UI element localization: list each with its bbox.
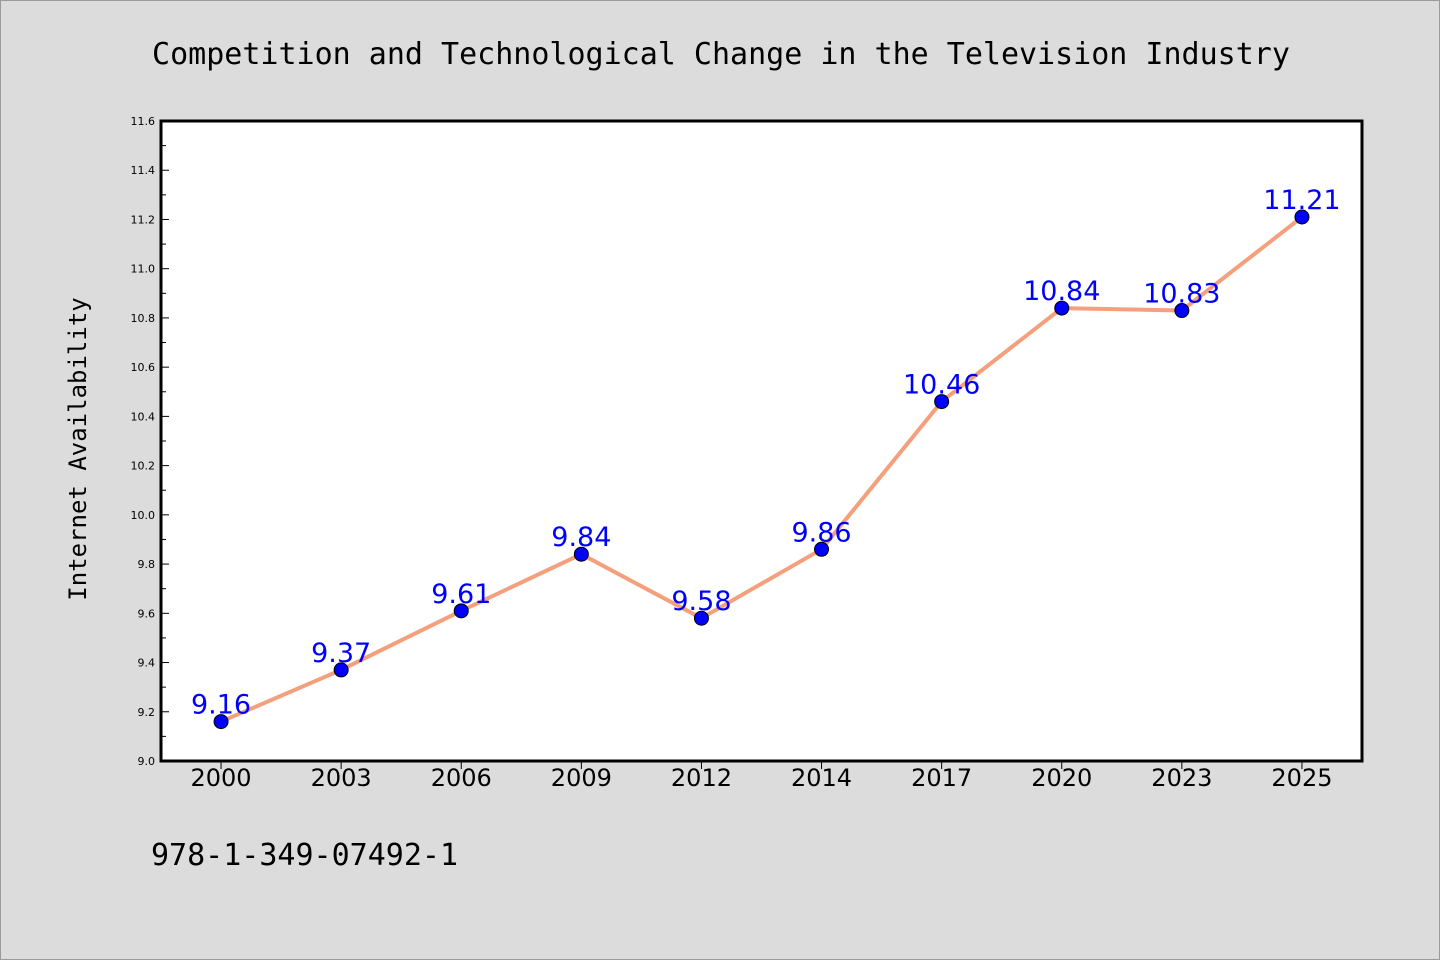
- data-label: 10.46: [903, 370, 980, 401]
- y-tick-label: 10.0: [131, 509, 156, 522]
- y-tick-label: 11.6: [131, 115, 156, 128]
- x-tick-label: 2012: [671, 764, 732, 792]
- data-label: 9.37: [311, 638, 371, 669]
- y-tick-label: 10.8: [131, 312, 156, 325]
- x-tick-label: 2020: [1031, 764, 1092, 792]
- x-tick-label: 2025: [1271, 764, 1332, 792]
- data-markers: [213, 209, 1310, 730]
- x-tick-label: 2000: [191, 764, 252, 792]
- data-label: 9.16: [191, 690, 251, 721]
- data-point: [693, 610, 709, 626]
- plot-area: [161, 121, 1362, 761]
- data-point: [213, 714, 229, 730]
- y-axis-label: Internet Availability: [64, 297, 92, 600]
- y-tick-label: 10.6: [131, 361, 156, 374]
- y-tick-label: 9.0: [138, 755, 156, 768]
- x-tick-label: 2017: [911, 764, 972, 792]
- data-point: [1174, 303, 1190, 319]
- data-point: [573, 546, 589, 562]
- x-axis-ticks: 2000 2003 2006 2009 2012 2014 2017 2020 2023 2025: [191, 761, 1332, 792]
- y-tick-label: 9.6: [138, 607, 156, 620]
- y-tick-label: 10.4: [131, 410, 156, 423]
- footer-isbn: 978-1-349-07492-1: [151, 838, 458, 873]
- y-tick-label: 10.2: [131, 460, 156, 473]
- y-axis-ticks: 9.0 9.2 9.4 9.6 9.8 10.0 10.2 10.4 10.6 10.8 11.0 1…: [131, 115, 169, 768]
- data-label: 9.61: [431, 579, 491, 610]
- data-labels: 9.16 9.37 9.61 9.84 9.58 9.86 10.46 10.84 10.83 1…: [191, 185, 1341, 721]
- x-tick-label: 2003: [311, 764, 372, 792]
- y-tick-label: 9.2: [138, 706, 156, 719]
- data-point: [1294, 209, 1310, 225]
- y-tick-label: 11.0: [131, 263, 156, 276]
- x-tick-label: 2023: [1151, 764, 1212, 792]
- chart-title: Competition and Technological Change in …: [152, 37, 1290, 72]
- y-tick-label: 11.2: [131, 213, 156, 226]
- data-label: 10.83: [1143, 279, 1220, 310]
- x-tick-label: 2009: [551, 764, 612, 792]
- y-tick-label: 11.4: [131, 164, 156, 177]
- data-point: [1054, 300, 1070, 316]
- data-point: [333, 662, 349, 678]
- data-label: 10.84: [1023, 276, 1100, 307]
- data-point: [814, 541, 830, 557]
- y-tick-label: 9.4: [138, 657, 156, 670]
- data-point: [934, 394, 950, 410]
- series-line: [219, 215, 1304, 724]
- data-label: 9.84: [551, 522, 611, 553]
- plot-frame: [159, 119, 1364, 763]
- x-tick-label: 2014: [791, 764, 852, 792]
- data-point: [453, 603, 469, 619]
- data-label: 11.21: [1263, 185, 1340, 216]
- data-label: 9.58: [671, 586, 731, 617]
- x-tick-label: 2006: [431, 764, 492, 792]
- data-label: 9.86: [791, 517, 851, 548]
- y-tick-label: 9.8: [138, 558, 156, 571]
